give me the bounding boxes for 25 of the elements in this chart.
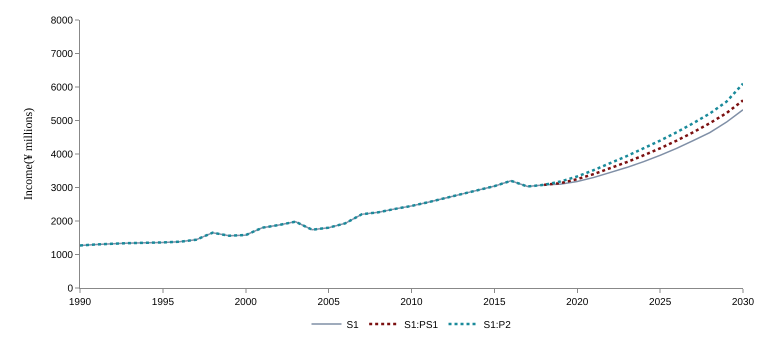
y-tick-label: 5000 bbox=[50, 116, 74, 127]
legend-label: S1:P2 bbox=[484, 320, 512, 331]
x-tick-label: 1990 bbox=[68, 297, 92, 308]
x-tick-label: 2025 bbox=[649, 297, 672, 308]
y-tick-label: 0 bbox=[67, 284, 74, 294]
y-axis-title: Income(¥ millions) bbox=[21, 108, 36, 200]
y-tick-label: 3000 bbox=[50, 183, 74, 194]
x-tick-label: 2000 bbox=[234, 297, 258, 308]
y-tick-label: 1000 bbox=[50, 250, 74, 261]
x-tick-label: 2015 bbox=[483, 297, 506, 308]
legend-label: S1:PS1 bbox=[404, 320, 439, 331]
x-tick-label: 2005 bbox=[318, 297, 340, 308]
x-tick-label: 2030 bbox=[732, 297, 755, 308]
y-tick-label: 8000 bbox=[50, 16, 74, 26]
x-tick-label: 2020 bbox=[566, 297, 589, 308]
x-tick-label: 2010 bbox=[400, 297, 424, 308]
line-series bbox=[542, 99, 743, 186]
y-tick-label: 6000 bbox=[50, 82, 74, 94]
legend-label: S1 bbox=[346, 320, 360, 331]
y-tick-label: 4000 bbox=[50, 150, 74, 160]
x-tick-label: 1995 bbox=[152, 297, 174, 308]
y-tick-label: 2000 bbox=[50, 216, 74, 228]
y-tick-label: 7000 bbox=[50, 49, 74, 60]
line-series bbox=[80, 82, 743, 247]
line-series bbox=[80, 109, 743, 246]
